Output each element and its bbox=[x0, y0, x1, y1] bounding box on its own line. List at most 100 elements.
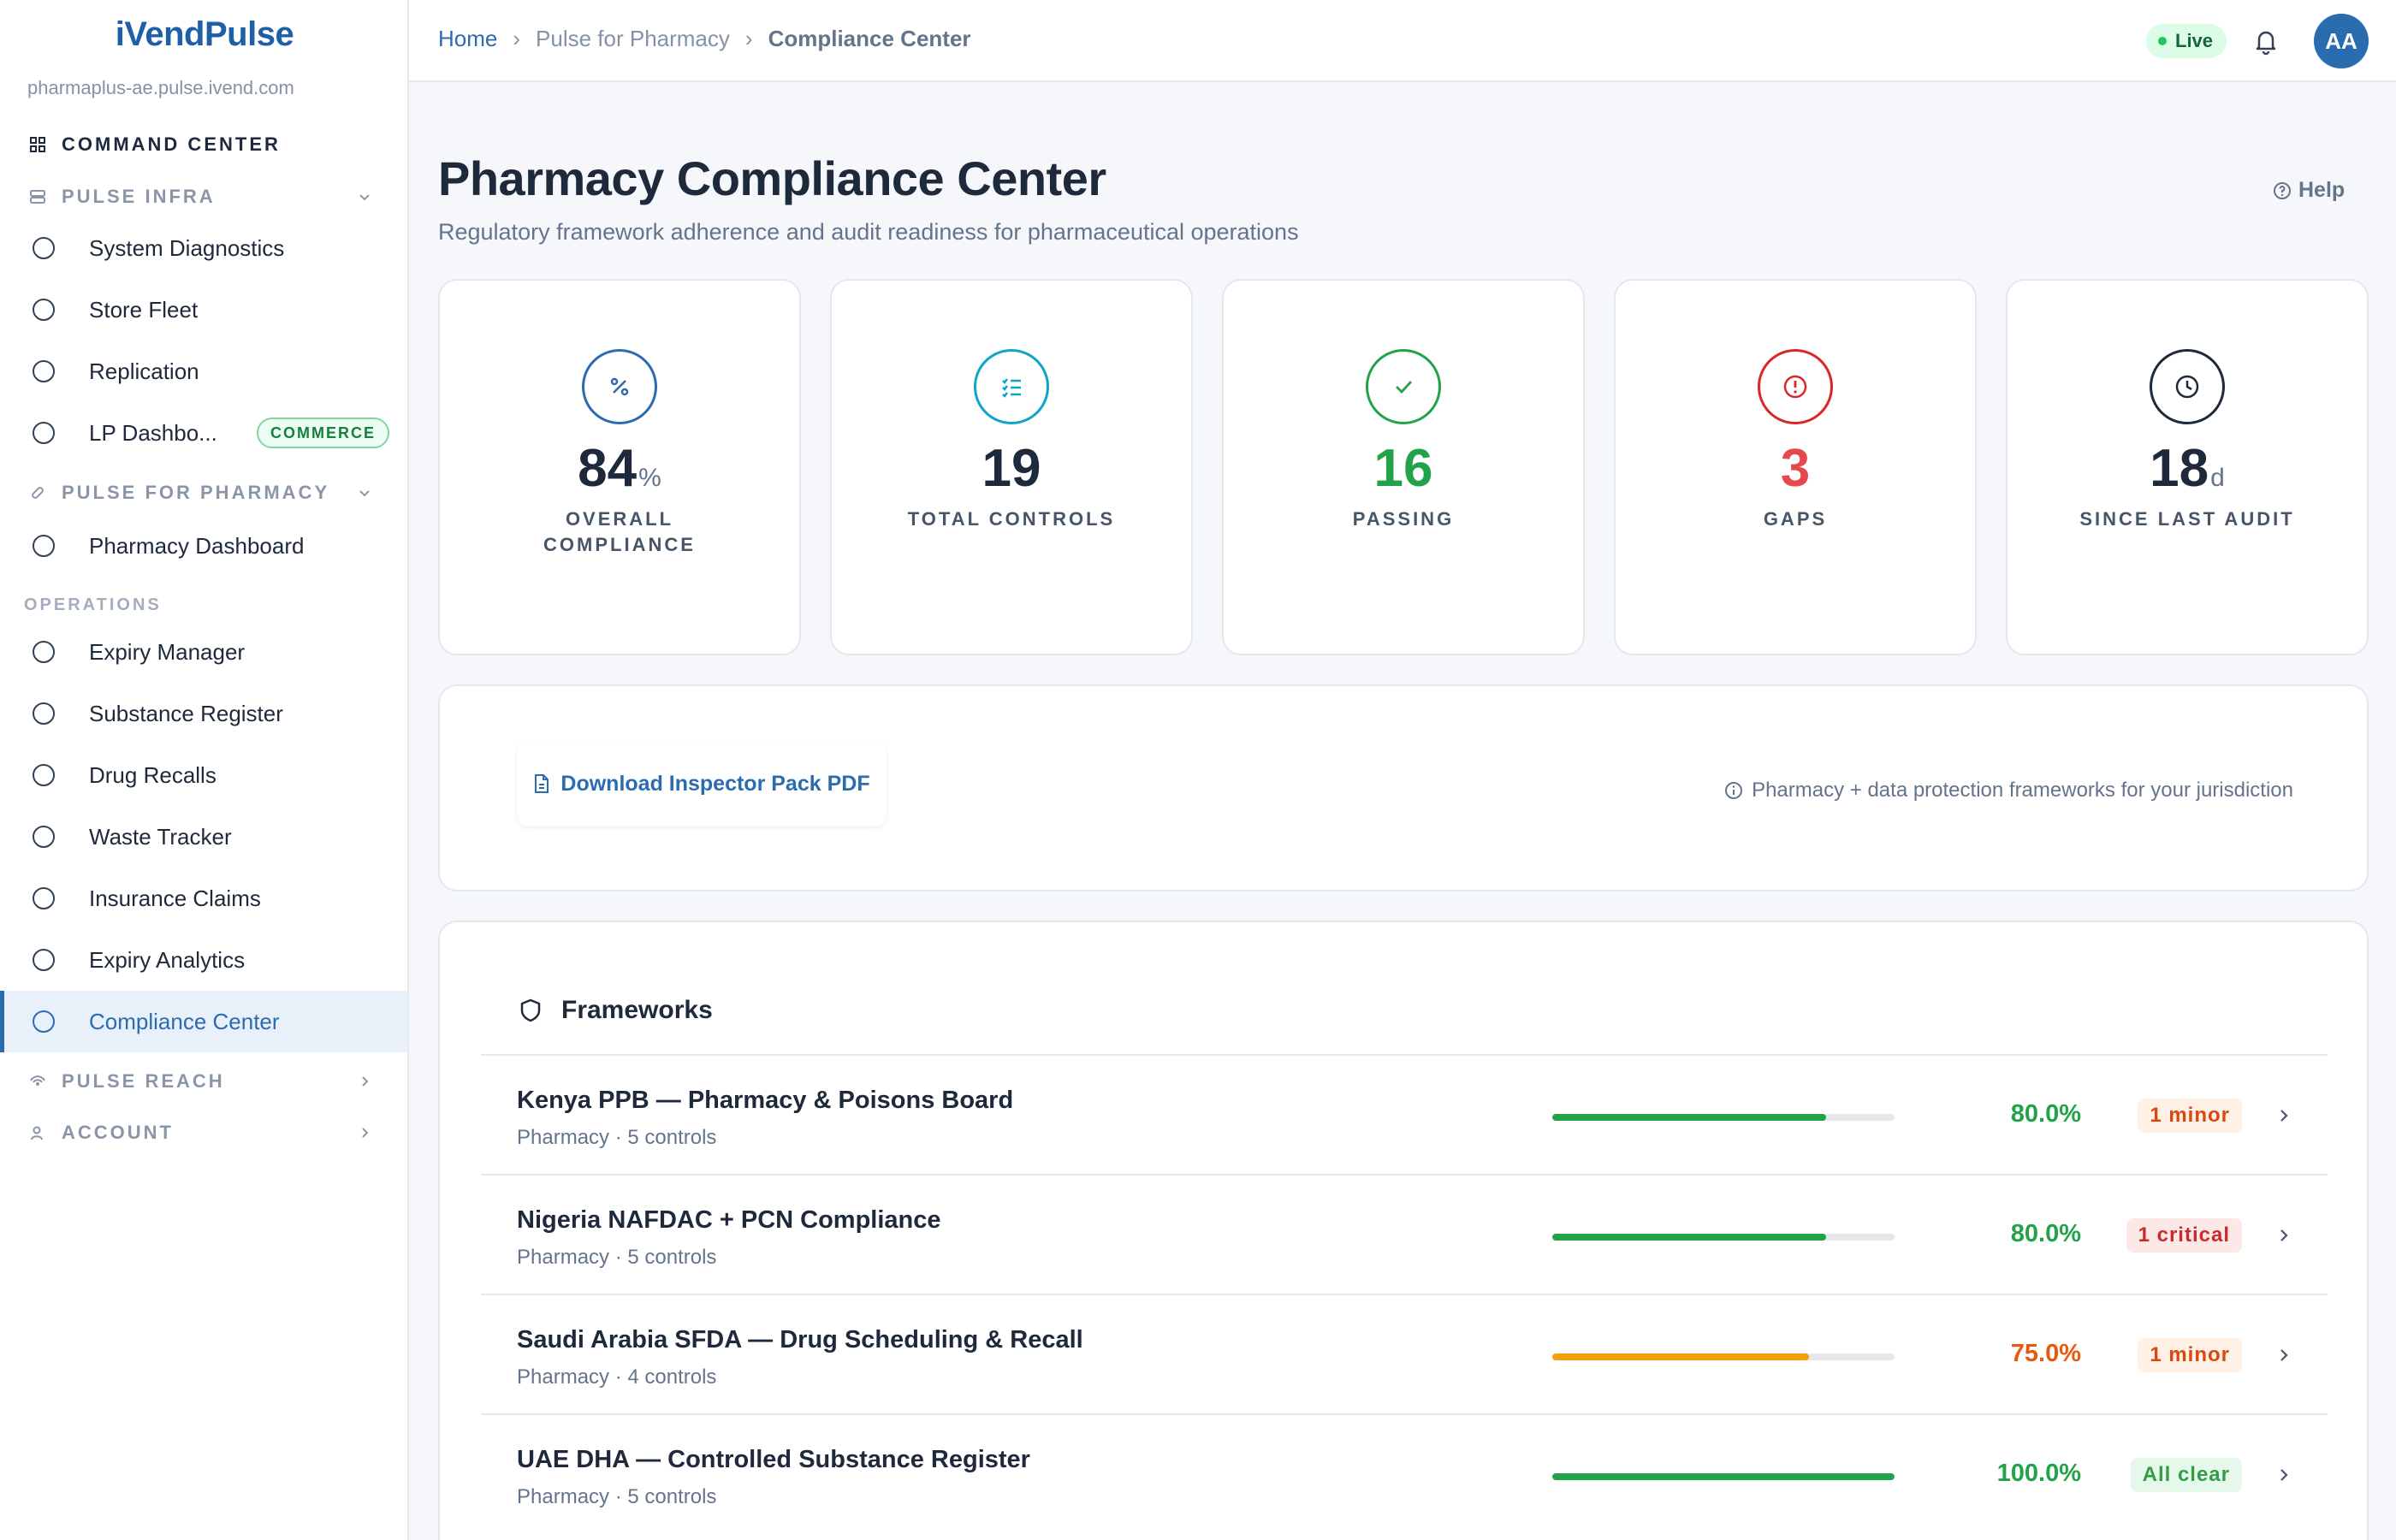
framework-meta: Pharmacy · 5 controls bbox=[517, 1485, 717, 1508]
framework-row[interactable]: Kenya PPB — Pharmacy & Poisons Board Pha… bbox=[481, 1054, 2328, 1174]
progress-fill bbox=[1552, 1234, 1826, 1241]
framework-meta: Pharmacy · 5 controls bbox=[517, 1126, 717, 1149]
jurisdiction-note: Pharmacy + data protection frameworks fo… bbox=[1724, 779, 2293, 803]
nav-section-account[interactable]: ACCOUNT bbox=[0, 1105, 407, 1160]
breadcrumb: Home › Pulse for Pharmacy › Compliance C… bbox=[438, 26, 971, 52]
tenant-url: pharmaplus-ae.pulse.ivend.com bbox=[27, 77, 294, 98]
status-dot-icon bbox=[2158, 37, 2167, 45]
stat-card-total-controls: 19 TOTAL CONTROLS bbox=[830, 279, 1193, 655]
sidebar-item-label: System Diagnostics bbox=[89, 234, 285, 261]
help-button[interactable]: Help bbox=[2273, 178, 2345, 203]
stat-card-overall-compliance: 84% OVERALL COMPLIANCE bbox=[438, 279, 801, 655]
clock-icon bbox=[2150, 349, 2225, 424]
framework-percent: 80.0% bbox=[2010, 1100, 2081, 1128]
page-title: Pharmacy Compliance Center bbox=[438, 151, 1106, 205]
sidebar-item-store-fleet[interactable]: Store Fleet bbox=[0, 282, 407, 337]
download-label: Download Inspector Pack PDF bbox=[560, 771, 870, 796]
sidebar-item-lp-dashboard[interactable]: LP Dashbo... COMMERCE bbox=[0, 406, 407, 460]
sidebar-item-label: Expiry Analytics bbox=[89, 946, 246, 973]
breadcrumb-separator: › bbox=[513, 26, 521, 51]
progress-bar bbox=[1552, 1353, 1895, 1360]
info-icon bbox=[1725, 782, 1743, 799]
breadcrumb-current: Compliance Center bbox=[768, 26, 971, 51]
stat-caption: PASSING bbox=[1352, 508, 1455, 530]
stat-caption: GAPS bbox=[1763, 508, 1828, 530]
sidebar-item-label: Compliance Center bbox=[89, 1008, 280, 1034]
sidebar-item-label: Expiry Manager bbox=[89, 638, 246, 665]
sidebar-item-replication[interactable]: Replication bbox=[0, 344, 407, 399]
sidebar: iVendPulse pharmaplus-ae.pulse.ivend.com… bbox=[0, 0, 409, 1540]
circle-icon bbox=[33, 702, 55, 725]
sidebar-item-insurance-claims[interactable]: Insurance Claims bbox=[0, 871, 407, 926]
frameworks-heading: Frameworks bbox=[519, 996, 713, 1025]
circle-icon bbox=[33, 641, 55, 663]
stat-value: 16 bbox=[1373, 439, 1433, 498]
issue-badge: 1 critical bbox=[2126, 1218, 2242, 1253]
operations-heading: OPERATIONS bbox=[24, 595, 162, 614]
alert-icon bbox=[1758, 349, 1833, 424]
nav-section-pulse-pharmacy[interactable]: PULSE FOR PHARMACY bbox=[0, 465, 407, 520]
chevron-right-icon[interactable] bbox=[2274, 1345, 2293, 1365]
sidebar-item-waste-tracker[interactable]: Waste Tracker bbox=[0, 809, 407, 864]
avatar[interactable]: AA bbox=[2314, 14, 2369, 68]
circle-icon bbox=[33, 949, 55, 971]
circle-icon bbox=[33, 764, 55, 786]
circle-icon bbox=[33, 299, 55, 321]
chevron-down-icon bbox=[356, 484, 373, 501]
progress-fill bbox=[1552, 1353, 1809, 1360]
sidebar-item-label: Pharmacy Dashboard bbox=[89, 532, 305, 559]
stat-card-gaps: 3 GAPS bbox=[1614, 279, 1977, 655]
frameworks-card: Frameworks Kenya PPB — Pharmacy & Poison… bbox=[438, 921, 2369, 1540]
sidebar-item-label: Replication bbox=[89, 358, 199, 384]
progress-fill bbox=[1552, 1473, 1895, 1480]
progress-bar bbox=[1552, 1114, 1895, 1121]
bell-icon[interactable] bbox=[2251, 26, 2281, 56]
issue-badge: 1 minor bbox=[2138, 1099, 2242, 1133]
framework-row[interactable]: Saudi Arabia SFDA — Drug Scheduling & Re… bbox=[481, 1294, 2328, 1413]
sidebar-item-expiry-manager[interactable]: Expiry Manager bbox=[0, 625, 407, 679]
chevron-right-icon[interactable] bbox=[2274, 1105, 2293, 1126]
percent-icon bbox=[582, 349, 657, 424]
live-status-badge: Live bbox=[2146, 24, 2227, 58]
chevron-right-icon bbox=[356, 1073, 373, 1090]
chevron-right-icon[interactable] bbox=[2274, 1465, 2293, 1485]
sidebar-item-label: Insurance Claims bbox=[89, 885, 261, 911]
breadcrumb-home[interactable]: Home bbox=[438, 26, 498, 51]
stat-caption: SINCE LAST AUDIT bbox=[2079, 508, 2295, 530]
framework-name: Nigeria NAFDAC + PCN Compliance bbox=[517, 1206, 941, 1234]
nav-section-pulse-infra[interactable]: PULSE INFRA bbox=[0, 169, 407, 224]
pulse-infra-label: PULSE INFRA bbox=[62, 186, 216, 207]
sidebar-item-drug-recalls[interactable]: Drug Recalls bbox=[0, 748, 407, 803]
brand-logo[interactable]: iVendPulse bbox=[115, 15, 294, 53]
circle-icon bbox=[33, 535, 55, 557]
framework-row[interactable]: Nigeria NAFDAC + PCN Compliance Pharmacy… bbox=[481, 1174, 2328, 1294]
help-icon bbox=[2274, 181, 2291, 199]
checklist-icon bbox=[974, 349, 1049, 424]
nav-command-center[interactable]: COMMAND CENTER bbox=[0, 117, 407, 172]
pulse-reach-label: PULSE REACH bbox=[62, 1070, 225, 1092]
sidebar-item-substance-register[interactable]: Substance Register bbox=[0, 686, 407, 741]
issue-badge: All clear bbox=[2130, 1458, 2242, 1492]
grid-icon bbox=[29, 136, 46, 153]
framework-name: Saudi Arabia SFDA — Drug Scheduling & Re… bbox=[517, 1326, 1083, 1353]
sidebar-item-system-diagnostics[interactable]: System Diagnostics bbox=[0, 221, 407, 275]
progress-bar bbox=[1552, 1473, 1895, 1480]
progress-bar bbox=[1552, 1234, 1895, 1241]
framework-name: Kenya PPB — Pharmacy & Poisons Board bbox=[517, 1087, 1014, 1114]
sidebar-item-expiry-analytics[interactable]: Expiry Analytics bbox=[0, 933, 407, 987]
circle-icon bbox=[33, 237, 55, 259]
pulse-pharmacy-label: PULSE FOR PHARMACY bbox=[62, 482, 330, 503]
download-inspector-pack-button[interactable]: Download Inspector Pack PDF bbox=[517, 741, 887, 826]
sidebar-item-pharmacy-dashboard[interactable]: Pharmacy Dashboard bbox=[0, 518, 407, 573]
chevron-right-icon bbox=[356, 1124, 373, 1141]
framework-meta: Pharmacy · 5 controls bbox=[517, 1246, 717, 1269]
commerce-badge: COMMERCE bbox=[257, 418, 389, 448]
nav-section-pulse-reach[interactable]: PULSE REACH bbox=[0, 1054, 407, 1109]
sidebar-item-compliance-center[interactable]: Compliance Center bbox=[0, 991, 407, 1052]
breadcrumb-pulse-for-pharmacy[interactable]: Pulse for Pharmacy bbox=[536, 26, 730, 51]
chevron-right-icon[interactable] bbox=[2274, 1225, 2293, 1246]
server-icon bbox=[29, 188, 46, 205]
circle-icon bbox=[33, 887, 55, 909]
framework-row[interactable]: UAE DHA — Controlled Substance Register … bbox=[481, 1413, 2328, 1533]
pill-icon bbox=[29, 484, 46, 501]
